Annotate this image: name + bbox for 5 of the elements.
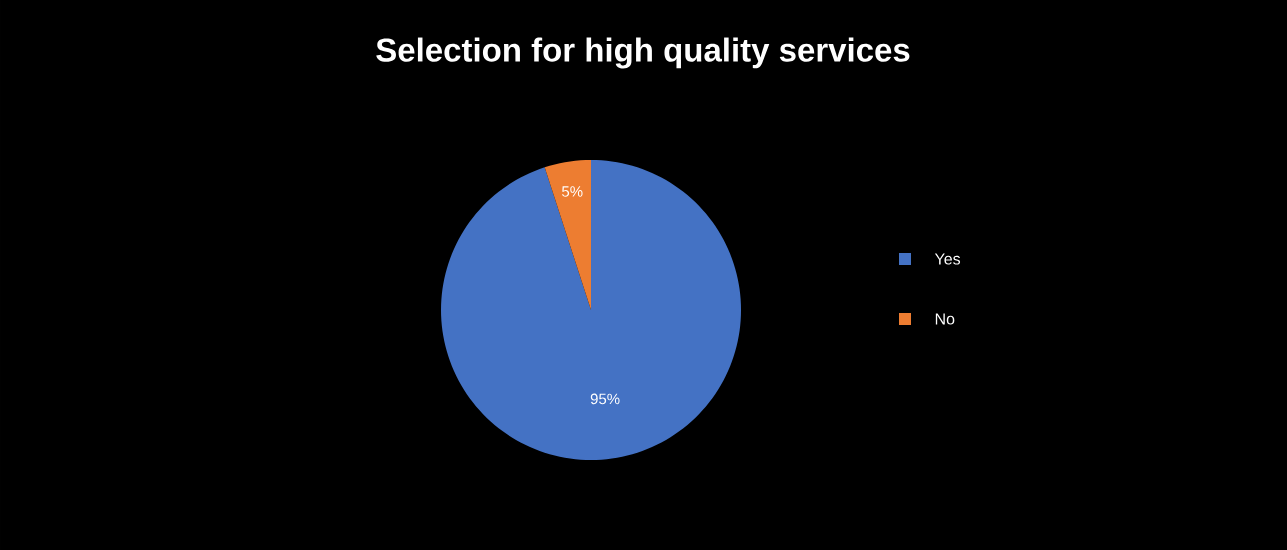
- legend-label: Yes: [934, 253, 961, 265]
- chart-title: Selection for high quality services: [376, 37, 910, 69]
- legend-label: No: [935, 313, 955, 325]
- data-label: 95%: [590, 393, 620, 405]
- data-label: 5%: [562, 186, 583, 197]
